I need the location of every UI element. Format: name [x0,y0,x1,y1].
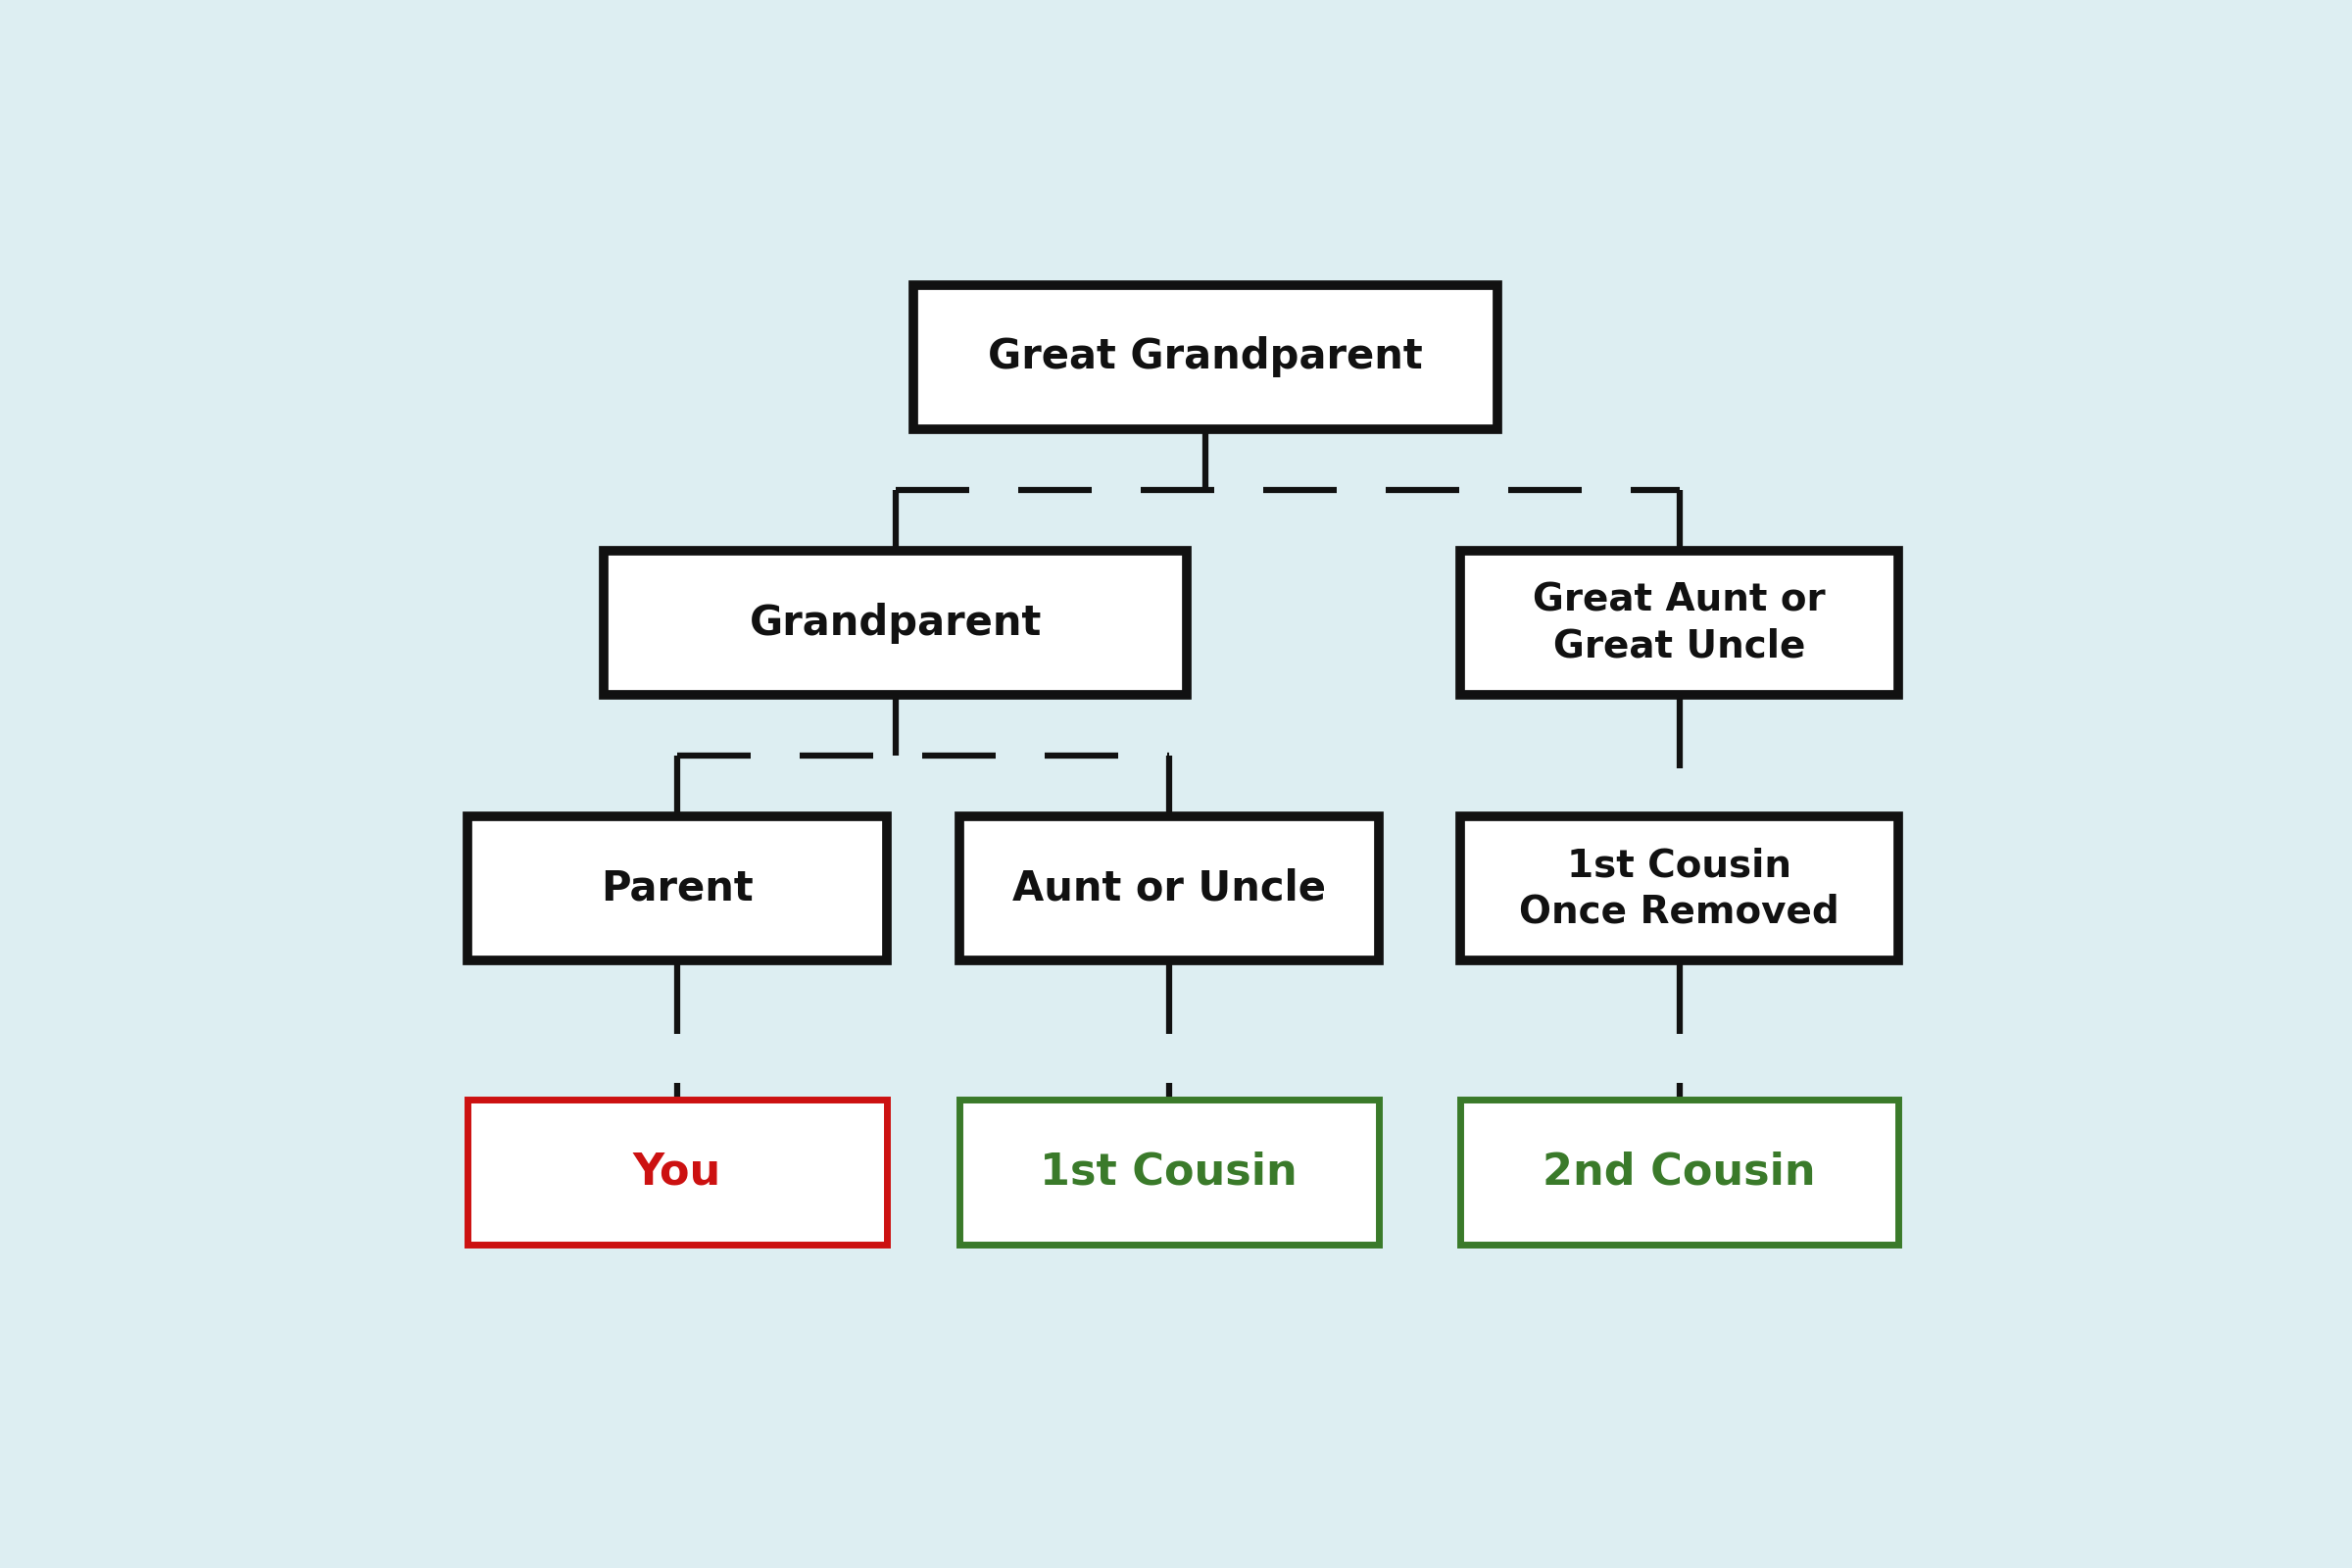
Text: 1st Cousin: 1st Cousin [1040,1151,1298,1193]
Bar [960,815,1378,961]
Text: Aunt or Uncle: Aunt or Uncle [1011,867,1327,909]
Bar [604,550,1188,695]
Text: Great Aunt or
Great Uncle: Great Aunt or Great Uncle [1534,582,1825,665]
Bar [468,815,887,961]
Text: Great Grandparent: Great Grandparent [988,337,1423,378]
Text: Parent: Parent [600,867,753,909]
Text: 2nd Cousin: 2nd Cousin [1543,1151,1816,1193]
Bar [913,285,1496,430]
Text: You: You [633,1151,722,1193]
Text: 1st Cousin
Once Removed: 1st Cousin Once Removed [1519,847,1839,930]
Bar [960,1099,1378,1245]
Bar [468,1099,887,1245]
Text: Grandparent: Grandparent [750,602,1042,643]
Bar [1461,1099,1898,1245]
Bar [1461,550,1898,695]
Bar [1461,815,1898,961]
